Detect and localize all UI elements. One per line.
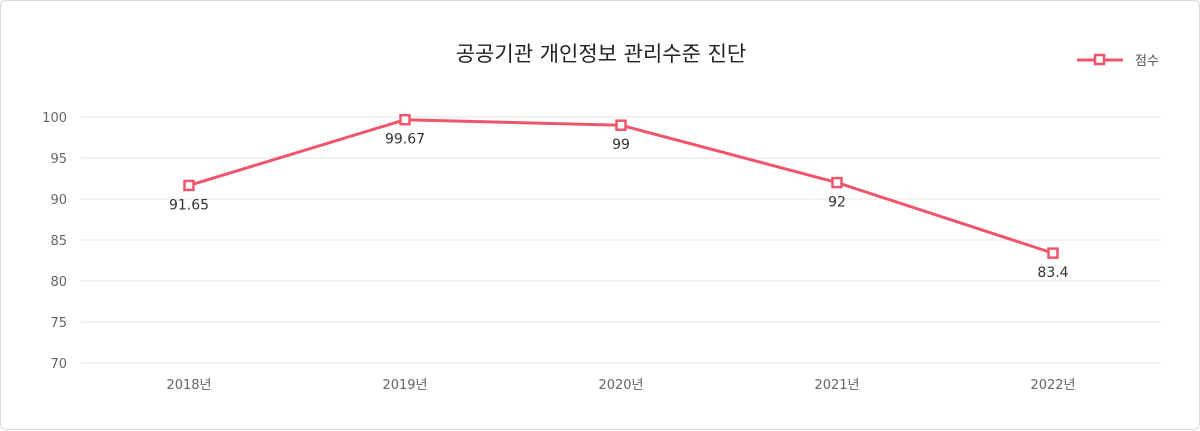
data-label: 99 [612,137,630,153]
gridlines [81,116,1161,364]
x-tick-label: 2018년 [166,378,211,393]
y-axis-ticks: 70 75 80 85 90 95 100 [42,111,67,372]
legend[interactable]: 점수 [1077,53,1159,69]
legend-marker [1093,53,1106,66]
legend-label: 점수 [1135,54,1159,69]
y-tick-label: 90 [50,193,67,208]
data-point[interactable] [1047,247,1059,259]
data-point[interactable] [183,179,195,192]
data-point[interactable] [831,176,843,189]
data-label: 83.4 [1037,265,1068,281]
x-tick-label: 2021년 [814,378,859,393]
data-label: 99.67 [385,132,425,148]
x-tick-label: 2019년 [382,378,427,393]
y-tick-label: 85 [50,234,67,249]
y-tick-label: 75 [50,316,67,331]
data-point[interactable] [399,113,411,126]
chart-title: 공공기관 개인정보 관리수준 진단 [456,42,747,66]
y-tick-label: 80 [50,275,67,290]
x-tick-label: 2020년 [598,378,643,393]
y-tick-label: 100 [42,111,67,126]
y-tick-label: 95 [50,152,67,167]
data-point[interactable] [615,119,627,131]
x-axis-ticks: 2018년 2019년 2020년 2021년 2022년 [166,378,1075,393]
x-tick-label: 2022년 [1030,378,1075,393]
data-label: 91.65 [169,197,209,213]
series-layer: 91.65 99.67 99 92 83.4 [169,113,1069,281]
data-label: 92 [828,195,846,211]
y-tick-label: 70 [50,357,67,372]
